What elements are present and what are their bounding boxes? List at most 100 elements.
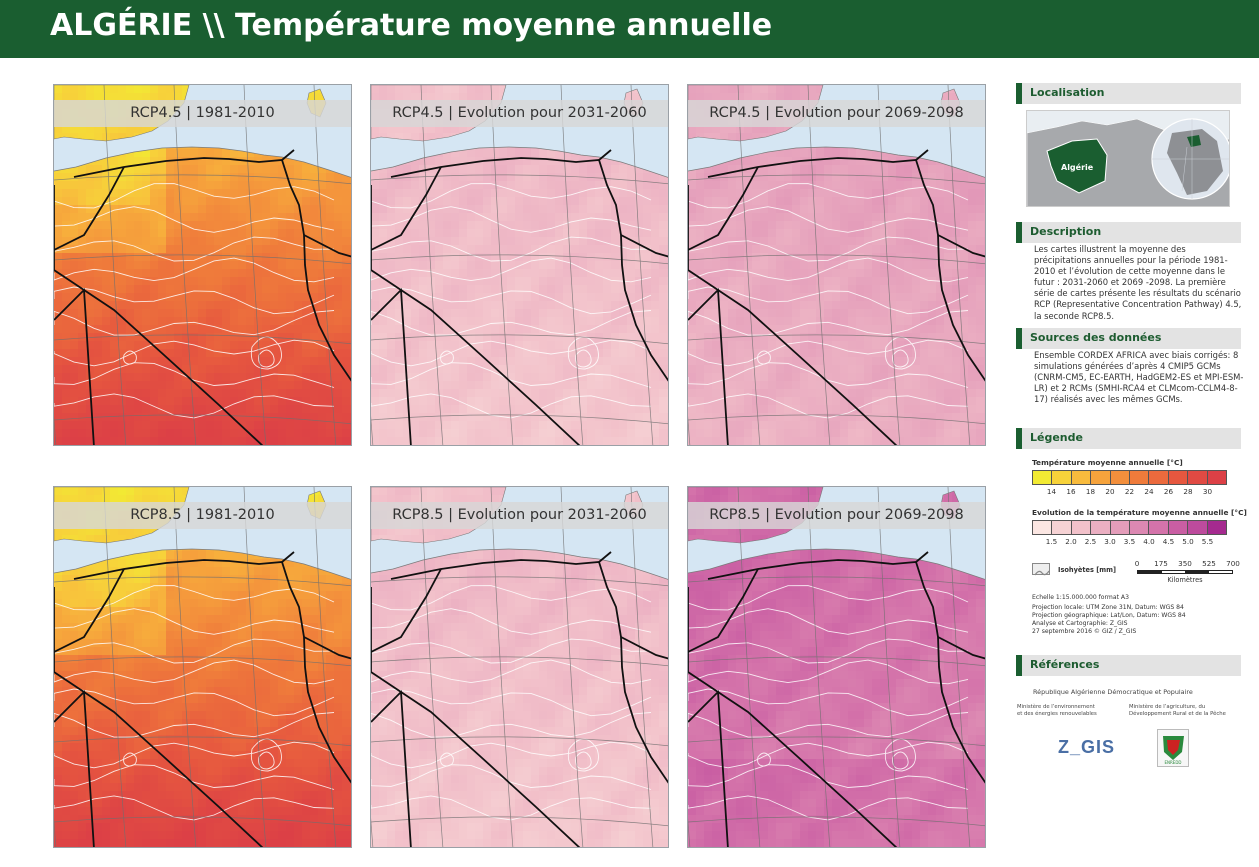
header-banner: ALGÉRIE \\ Température moyenne annuelle — [0, 0, 1259, 58]
country-borders — [54, 149, 351, 445]
graticule — [54, 85, 351, 445]
legend-tick-label: 24 — [1144, 487, 1153, 496]
section-heading-legend: Légende — [1016, 428, 1241, 449]
map-panel: RCP8.5 | Evolution pour 2069-2098 — [687, 486, 986, 848]
legend-evolution-ticks: 1.5 2.0 2.5 3.0 3.5 4.0 4.5 5.0 5.5 — [1032, 537, 1227, 547]
map-title: RCP4.5 | Evolution pour 2069-2098 — [688, 100, 985, 127]
legend-swatch — [1052, 471, 1072, 484]
legend-swatch — [1091, 521, 1111, 534]
map-title: RCP8.5 | Evolution pour 2069-2098 — [688, 502, 985, 529]
location-country-label: Algérie — [1061, 163, 1093, 172]
africa-coastline — [54, 548, 351, 580]
section-heading-description: Description — [1016, 222, 1241, 243]
temperature-map — [54, 85, 351, 445]
section-heading-sources: Sources des données — [1016, 328, 1241, 349]
location-map-graphic — [1027, 111, 1229, 206]
legend-evolution-title: Evolution de la température moyenne annu… — [1032, 508, 1247, 517]
legend-swatch — [1110, 471, 1131, 484]
legend-tick-label: 22 — [1125, 487, 1134, 496]
emblem-label: ENREDD — [1158, 760, 1188, 765]
legend-swatch — [1033, 471, 1053, 484]
legend-temperature-ticks: 14 16 18 20 22 24 26 28 30 — [1032, 487, 1227, 497]
scale-unit: Kilomètres — [1137, 576, 1233, 584]
ministry-environment-line2: et des énergies renouvelables — [1017, 711, 1097, 717]
africa-coastline — [688, 548, 985, 580]
republic-label: République Algérienne Démocratique et Po… — [1033, 688, 1193, 696]
section-heading-localisation: Localisation — [1016, 83, 1241, 104]
scale-tick-label: 350 — [1178, 559, 1192, 568]
enredd-emblem-logo: ENREDD — [1157, 729, 1189, 767]
legend-tick-label: 2.5 — [1085, 537, 1096, 546]
legend-evolution-ramp — [1032, 520, 1227, 535]
legend-tick-label: 26 — [1164, 487, 1173, 496]
scale-tick-label: 0 — [1135, 559, 1140, 568]
page-title: ALGÉRIE \\ Température moyenne annuelle — [50, 8, 772, 43]
africa-coastline — [371, 146, 668, 178]
legend-tick-label: 5.5 — [1202, 537, 1213, 546]
map-panel: RCP4.5 | 1981-2010 — [53, 84, 352, 446]
location-map: Algérie — [1026, 110, 1230, 207]
legend-temperature-ramp — [1032, 470, 1227, 485]
legend-swatch — [1091, 471, 1111, 484]
country-borders — [688, 551, 985, 847]
legend-swatch — [1188, 471, 1208, 484]
legend-swatch — [1149, 521, 1169, 534]
legend-tick-label: 20 — [1105, 487, 1114, 496]
map-meta-analysis: Analyse et Cartographie: Z_GIS — [1032, 620, 1128, 629]
map-panel: RCP8.5 | 1981-2010 — [53, 486, 352, 848]
legend-swatch — [1071, 521, 1092, 534]
map-title: RCP8.5 | 1981-2010 — [54, 502, 351, 529]
legend-tick-label: 18 — [1086, 487, 1095, 496]
map-title: RCP4.5 | 1981-2010 — [54, 100, 351, 127]
country-borders — [54, 551, 351, 847]
map-panel: RCP4.5 | Evolution pour 2069-2098 — [687, 84, 986, 446]
legend-swatch — [1033, 521, 1053, 534]
temperature-map — [688, 487, 985, 847]
sources-text: Ensemble CORDEX AFRICA avec biais corrig… — [1034, 350, 1244, 405]
legend-tick-label: 4.5 — [1163, 537, 1174, 546]
scale-tick-label: 525 — [1202, 559, 1216, 568]
legend-swatch — [1130, 471, 1150, 484]
legend-swatch — [1207, 521, 1227, 534]
isohyet-symbol — [1032, 563, 1050, 576]
africa-coastline — [688, 146, 985, 178]
legend-tick-label: 30 — [1203, 487, 1212, 496]
ministry-environment-line1: Ministère de l’environnement — [1017, 704, 1095, 710]
legend-swatch — [1052, 521, 1072, 534]
isohyet-label: Isohyètes [mm] — [1058, 566, 1116, 574]
map-meta-date: 27 septembre 2016 © GIZ / Z_GIS — [1032, 628, 1136, 637]
scale-tick-label: 700 — [1226, 559, 1240, 568]
legend-temperature-title: Température moyenne annuelle [°C] — [1032, 458, 1183, 467]
spain-coastline — [54, 85, 190, 142]
temperature-map — [54, 487, 351, 847]
legend-swatch — [1149, 471, 1169, 484]
africa-coastline — [54, 146, 351, 178]
graticule — [371, 85, 668, 445]
isohyet-lines — [54, 585, 335, 821]
country-borders — [371, 149, 668, 445]
legend-tick-label: 2.0 — [1065, 537, 1076, 546]
map-panel: RCP4.5 | Evolution pour 2031-2060 — [370, 84, 669, 446]
map-title: RCP8.5 | Evolution pour 2031-2060 — [371, 502, 668, 529]
zgis-logo: Z_GIS — [1058, 737, 1115, 758]
temperature-map — [688, 85, 985, 445]
scale-bar-ticks: 0 175 350 525 700 — [1135, 559, 1240, 569]
legend-tick-label: 4.0 — [1143, 537, 1154, 546]
legend-swatch — [1207, 471, 1227, 484]
legend-swatch — [1168, 521, 1189, 534]
map-meta-geo-projection: Projection géographique: Lat/Lon, Datum:… — [1032, 612, 1186, 621]
legend-swatch — [1110, 521, 1131, 534]
map-title: RCP4.5 | Evolution pour 2031-2060 — [371, 100, 668, 127]
legend-tick-label: 3.5 — [1124, 537, 1135, 546]
spain-coastline — [688, 487, 824, 544]
spain-coastline — [54, 487, 190, 544]
map-panel: RCP8.5 | Evolution pour 2031-2060 — [370, 486, 669, 848]
section-heading-references: Références — [1016, 655, 1241, 676]
isohyet-lines — [371, 585, 652, 821]
ministry-agriculture-line1: Ministère de l’agriculture, du — [1129, 704, 1205, 710]
country-borders — [371, 551, 668, 847]
scale-bar — [1137, 570, 1233, 574]
isohyet-lines — [688, 585, 969, 821]
ministry-agriculture-line2: Développement Rural et de la Pêche — [1129, 711, 1226, 717]
map-meta-local-projection: Projection locale: UTM Zone 31N, Datum: … — [1032, 604, 1184, 613]
